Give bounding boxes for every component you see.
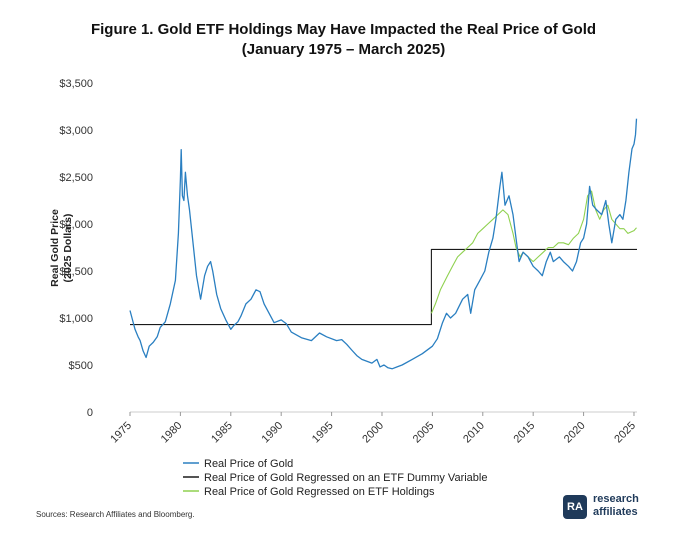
x-axis: 1975 1980 1985 1990 1995 2000 2005 2010 2015 2020…: [108, 411, 638, 446]
y-tick-label: $1,500: [59, 266, 93, 278]
research-affiliates-logo: RA research affiliates: [563, 492, 673, 522]
y-tick-label: $3,000: [59, 125, 93, 137]
x-tick-label: 2015: [512, 420, 538, 446]
y-tick-label: $2,500: [59, 172, 93, 184]
y-tick-label: 0: [87, 407, 93, 419]
x-tick-label: 1990: [260, 420, 286, 446]
chart-title-line1: Figure 1. Gold ETF Holdings May Have Imp…: [90, 21, 597, 38]
legend-label: Real Price of Gold: [204, 458, 293, 470]
x-tick-label: 2025: [612, 420, 638, 446]
x-tick-label: 1985: [209, 420, 235, 446]
chart-title: Figure 1. Gold ETF Holdings May Have Imp…: [0, 20, 687, 60]
x-tick-label: 2000: [360, 420, 386, 446]
x-tick-label: 1975: [108, 420, 134, 446]
chart-title-line2: (January 1975 – March 2025): [241, 41, 446, 58]
legend-label: Real Price of Gold Regressed on an ETF D…: [204, 472, 487, 484]
legend-label: Real Price of Gold Regressed on ETF Hold…: [204, 486, 435, 498]
y-axis-label-line2: (2025 Dollars): [62, 214, 74, 283]
x-tick-label: 2020: [562, 420, 588, 446]
x-tick-label: 1980: [159, 420, 185, 446]
logo-line1: research: [593, 493, 639, 505]
y-axis-label-line1: Real Gold Price: [49, 209, 61, 287]
y-axis-label: Real Gold Price (2025 Dollars): [49, 209, 74, 287]
plot-area: [129, 118, 638, 370]
x-tick-label: 2010: [461, 420, 487, 446]
y-axis: 0 $500 $1,000 $1,500 $2,000 $2,500 $3,000 $3,50…: [59, 78, 93, 419]
logo-wordmark: research affiliates: [593, 493, 639, 519]
y-tick-label: $2,000: [59, 219, 93, 231]
x-tick-label: 1995: [310, 420, 336, 446]
x-tick-label: 2005: [411, 420, 437, 446]
source-note: Sources: Research Affiliates and Bloombe…: [36, 510, 195, 519]
y-tick-label: $3,500: [59, 78, 93, 90]
chart: 0 $500 $1,000 $1,500 $2,000 $2,500 $3,000 $3,50…: [49, 78, 638, 498]
y-tick-label: $500: [69, 360, 93, 372]
series-line-etf-dummy: [130, 248, 637, 326]
legend: Real Price of Gold Real Price of Gold Reg…: [183, 458, 487, 498]
y-tick-label: $1,000: [59, 313, 93, 325]
logo-line2: affiliates: [593, 506, 638, 518]
logo-mark-icon: RA: [563, 495, 587, 519]
series-line-real-price: [129, 118, 638, 370]
series-line-etf-holdings: [430, 190, 637, 314]
